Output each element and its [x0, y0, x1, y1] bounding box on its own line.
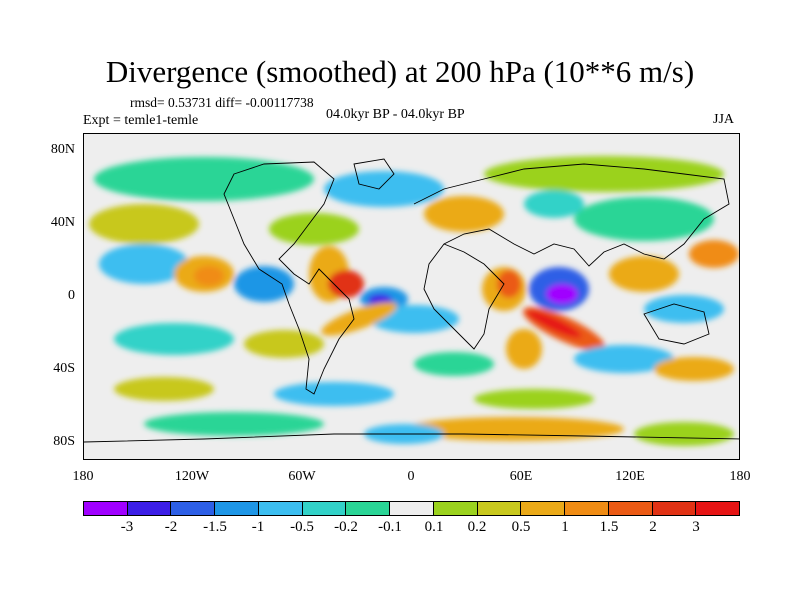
- colorbar-label: 1: [561, 519, 569, 535]
- colorbar-swatch: [521, 502, 566, 515]
- colorbar-label: -1: [251, 519, 265, 535]
- season-label: JJA: [713, 112, 735, 127]
- colorbar-label: -0.1: [378, 519, 402, 535]
- x-tick-label: 60E: [509, 469, 533, 484]
- colorbar-swatch: [390, 502, 434, 515]
- colorbar-swatch: [477, 502, 522, 515]
- colorbar-label: 0.5: [511, 519, 531, 535]
- colorbar-swatch: [652, 502, 697, 515]
- colorbar-swatch: [433, 502, 478, 515]
- map-panel: [83, 133, 740, 460]
- period-label: 04.0kyr BP - 04.0kyr BP: [326, 107, 465, 122]
- contour-fill-layer: [89, 156, 739, 446]
- colorbar: [83, 501, 740, 516]
- x-tick-label: 120E: [615, 469, 645, 484]
- colorbar-swatch: [302, 502, 347, 515]
- colorbar-label: -2: [164, 519, 178, 535]
- colorbar-label: 0.1: [424, 519, 444, 535]
- y-tick-label: 80N: [50, 142, 75, 157]
- y-tick-label: 0: [68, 288, 75, 303]
- x-tick-label: 180: [729, 469, 751, 484]
- x-tick-label: 120W: [174, 469, 210, 484]
- x-tick-label: 0: [407, 469, 415, 484]
- x-tick-label: 60W: [288, 469, 316, 484]
- x-tick-label: 180: [72, 469, 94, 484]
- experiment-label: Expt = temle1-temle: [83, 113, 199, 128]
- colorbar-swatch: [346, 502, 391, 515]
- y-tick-label: 40S: [53, 361, 75, 376]
- colorbar-swatch: [608, 502, 653, 515]
- coastlines: [84, 158, 739, 443]
- colorbar-swatch: [84, 502, 128, 515]
- divergence-map: [84, 156, 739, 446]
- colorbar-label: 0.2: [467, 519, 487, 535]
- colorbar-swatch: [215, 502, 259, 515]
- stats-text: rmsd= 0.53731 diff= -0.00117738: [130, 95, 314, 110]
- colorbar-label: -0.5: [290, 519, 314, 535]
- colorbar-label: 1.5: [599, 519, 619, 535]
- colorbar-swatch: [565, 502, 609, 515]
- y-tick-label: 40N: [50, 215, 75, 230]
- colorbar-label: 3: [692, 519, 700, 535]
- colorbar-swatch: [696, 502, 740, 515]
- colorbar-label: 2: [649, 519, 657, 535]
- colorbar-label: -3: [120, 519, 134, 535]
- colorbar-swatch: [258, 502, 303, 515]
- colorbar-label: -0.2: [334, 519, 358, 535]
- plot-title: Divergence (smoothed) at 200 hPa (10**6 …: [105, 54, 695, 89]
- colorbar-swatch: [171, 502, 216, 515]
- y-tick-label: 80S: [53, 434, 75, 449]
- colorbar-swatch: [127, 502, 172, 515]
- colorbar-label: -1.5: [203, 519, 227, 535]
